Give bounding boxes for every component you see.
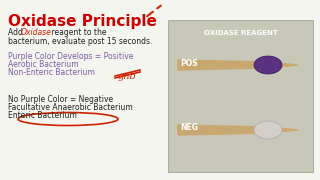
Text: Facultative Anaerobic Bacterium: Facultative Anaerobic Bacterium bbox=[8, 103, 133, 112]
Text: POS: POS bbox=[180, 58, 198, 68]
Text: gnb: gnb bbox=[118, 72, 137, 81]
FancyBboxPatch shape bbox=[168, 20, 313, 172]
Polygon shape bbox=[178, 60, 298, 70]
Text: Aerobic Bacterium: Aerobic Bacterium bbox=[8, 60, 79, 69]
Text: OXIDASE REAGENT: OXIDASE REAGENT bbox=[204, 30, 277, 36]
Text: reagent to the: reagent to the bbox=[49, 28, 107, 37]
Text: No Purple Color = Negative: No Purple Color = Negative bbox=[8, 95, 113, 104]
Polygon shape bbox=[178, 125, 298, 135]
Text: Enteric Bacterium: Enteric Bacterium bbox=[8, 111, 77, 120]
Text: bacterium, evaluate post 15 seconds.: bacterium, evaluate post 15 seconds. bbox=[8, 37, 152, 46]
Text: NEG: NEG bbox=[180, 123, 198, 132]
Text: Add: Add bbox=[8, 28, 25, 37]
Ellipse shape bbox=[254, 121, 282, 139]
Text: Oxidase Principle: Oxidase Principle bbox=[8, 14, 157, 29]
Ellipse shape bbox=[254, 56, 282, 74]
Text: Non-Enteric Bacterium: Non-Enteric Bacterium bbox=[8, 68, 95, 77]
Text: Oxidase: Oxidase bbox=[21, 28, 52, 37]
Text: Purple Color Develops = Positive: Purple Color Develops = Positive bbox=[8, 52, 133, 61]
